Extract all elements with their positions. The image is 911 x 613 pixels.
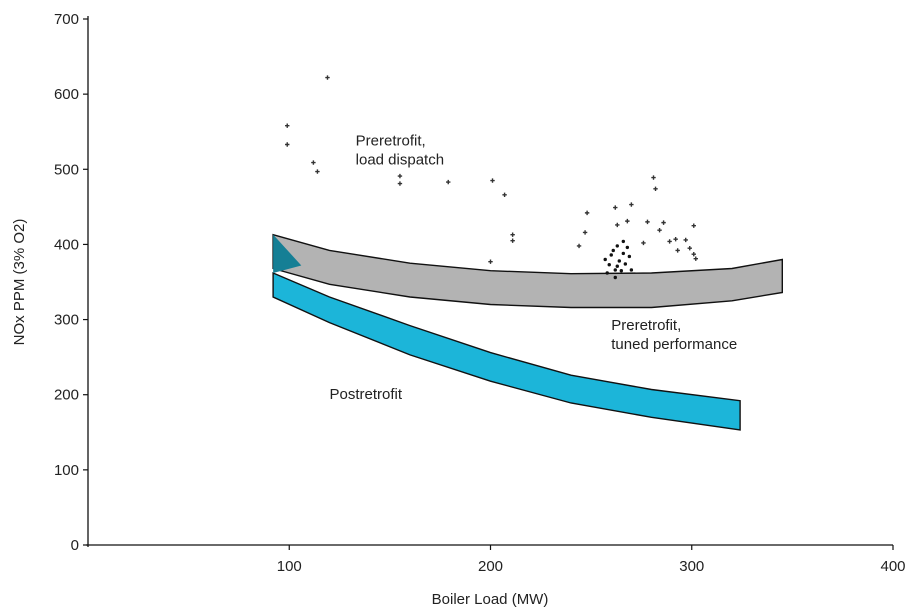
data-point-dot <box>621 239 626 244</box>
x-axis-label: Boiler Load (MW) <box>432 591 549 608</box>
data-point-plus <box>615 222 620 228</box>
y-tick-label: 300 <box>54 312 79 329</box>
y-tick-label: 400 <box>54 236 79 253</box>
y-tick-label: 500 <box>54 161 79 178</box>
x-tick-label: 400 <box>880 558 905 575</box>
y-tick-label: 200 <box>54 387 79 404</box>
data-point-dot <box>613 275 617 280</box>
data-point-dot <box>613 268 617 272</box>
data-point-plus <box>446 179 451 185</box>
y-axis-label: NOx PPM (3% O2) <box>11 219 28 346</box>
data-point-plus <box>683 237 688 243</box>
data-point-dot <box>617 259 621 263</box>
data-point-plus <box>311 160 316 165</box>
data-point-plus <box>645 219 650 225</box>
data-point-plus <box>693 256 698 261</box>
y-tick-label: 700 <box>54 11 79 28</box>
x-tick-label: 300 <box>679 558 704 575</box>
data-point-plus <box>667 239 672 244</box>
data-point-plus <box>576 243 582 249</box>
data-point-plus <box>691 251 696 257</box>
postretrofit-band <box>272 271 741 431</box>
plot-area <box>272 75 783 431</box>
data-point-plus <box>625 218 630 224</box>
data-point-plus <box>691 223 696 228</box>
data-point-plus <box>397 173 403 179</box>
annotation-label: Preretrofit, tuned performance <box>611 317 737 353</box>
data-point-dot <box>621 251 626 256</box>
data-point-plus <box>488 259 493 264</box>
data-point-dot <box>611 248 615 253</box>
data-point-plus <box>315 169 320 174</box>
data-point-plus <box>325 75 330 80</box>
data-point-dot <box>615 244 619 248</box>
y-tick-label: 100 <box>54 462 79 479</box>
data-point-plus <box>397 181 403 186</box>
data-point-plus <box>657 227 662 233</box>
data-point-dot <box>607 263 611 267</box>
data-point-plus <box>510 238 515 243</box>
annotation-label: Postretrofit <box>330 386 403 403</box>
data-point-dot <box>627 254 632 259</box>
data-point-plus <box>661 220 666 225</box>
annotations: Preretrofit, load dispatch Preretrofit, tun… <box>330 133 738 403</box>
data-point-plus <box>613 205 618 210</box>
annotation-label: Preretrofit, load dispatch <box>356 133 444 169</box>
x-tick-label: 200 <box>478 558 503 575</box>
y-tick-label: 0 <box>71 537 79 554</box>
data-point-plus <box>285 123 290 128</box>
data-point-plus <box>502 192 507 198</box>
data-point-plus <box>641 240 646 246</box>
data-point-plus <box>285 142 290 147</box>
data-point-dot <box>619 269 624 273</box>
data-point-dot <box>625 245 630 250</box>
data-point-dot <box>615 264 619 268</box>
data-point-plus <box>490 178 495 183</box>
data-point-plus <box>675 248 680 253</box>
data-point-plus <box>582 230 588 235</box>
data-point-dot <box>605 271 609 275</box>
data-point-plus <box>687 245 692 251</box>
data-point-plus <box>653 186 658 192</box>
axes: 0 100 200 300 400 500 600 700 100 200 300 400 <box>54 11 906 575</box>
data-point-plus <box>673 236 678 242</box>
data-point-dot <box>603 257 607 262</box>
data-point-plus <box>584 210 590 216</box>
data-point-plus <box>510 232 515 237</box>
data-point-dot <box>629 268 634 272</box>
x-tick-label: 100 <box>277 558 302 575</box>
data-point-dot <box>609 253 613 257</box>
preretrofit-band <box>272 233 783 309</box>
band-overlap-region <box>273 234 302 273</box>
data-point-plus <box>651 175 656 180</box>
data-point-plus <box>629 202 634 207</box>
y-tick-label: 600 <box>54 86 79 103</box>
data-point-dot <box>623 262 628 266</box>
